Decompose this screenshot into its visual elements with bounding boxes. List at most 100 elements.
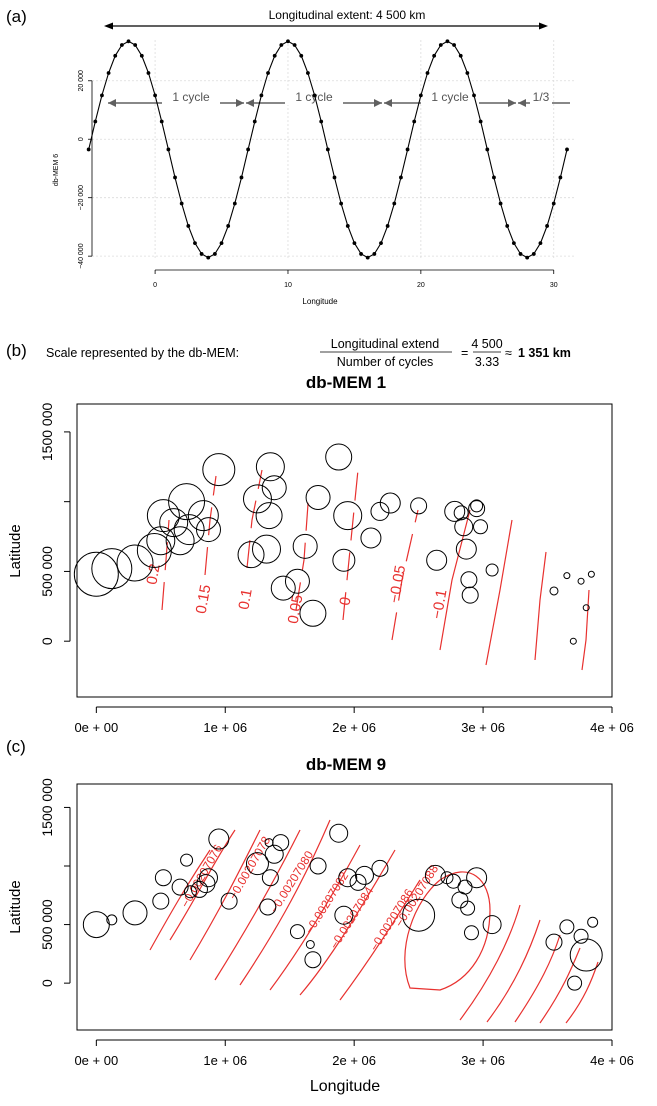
formula-denominator: Number of cycles <box>337 355 434 369</box>
series-point <box>259 93 264 98</box>
c-point <box>304 951 322 969</box>
series-point <box>478 119 483 124</box>
c-contour-label: −0.00207080 <box>267 848 316 915</box>
c-point <box>208 828 230 850</box>
series-point <box>113 53 118 58</box>
series-point <box>325 147 330 152</box>
series-point <box>352 241 357 246</box>
c-ytick-label: 0 <box>39 979 55 987</box>
formula-num-value: 4 500 <box>471 337 502 351</box>
series-point <box>505 224 510 228</box>
c-point <box>371 859 389 877</box>
c-xtick-label: 1e + 06 <box>203 1053 247 1068</box>
formula-numerator: Longitudinal extend <box>331 337 439 351</box>
c-point <box>272 834 290 852</box>
a-xtick-label: 10 <box>284 282 292 289</box>
a-axes: 20 000 0 −20 000 −40 000 0 10 20 30 <box>78 70 558 289</box>
b-xtick-label: 1e + 06 <box>203 720 247 735</box>
c-point <box>154 869 172 887</box>
b-point <box>173 514 205 546</box>
b-contour-label: −0.1 <box>429 588 451 620</box>
b-point <box>242 484 272 514</box>
c-point <box>573 928 589 944</box>
series-point <box>565 147 569 152</box>
panel-label-a: (a) <box>6 7 27 26</box>
b-contour-label: 0.15 <box>193 583 215 615</box>
b-contour-line <box>204 475 217 576</box>
series-point <box>332 175 337 180</box>
b-point <box>284 568 310 594</box>
a-gridlines <box>92 40 575 258</box>
c-point <box>122 900 148 926</box>
a-ylabel: db-MEM 6 <box>53 154 60 186</box>
c-point <box>559 919 575 935</box>
b-point <box>202 453 236 487</box>
series-point <box>538 241 543 246</box>
b-point <box>582 604 590 612</box>
b-point <box>255 452 285 482</box>
c-point <box>259 898 277 916</box>
b-point <box>379 492 401 514</box>
b-axes: 0e + 00 1e + 06 2e + 06 3e + 06 4e + 06 0 500 … <box>39 403 634 735</box>
cycle-arrow-head <box>374 99 382 107</box>
b-contour-line <box>581 589 590 671</box>
b-contour-labels: 0.2 0.15 0.1 0.05 0 −0.05 −0.1 <box>143 562 450 625</box>
c-ytick-label: 500 000 <box>39 899 55 950</box>
b-point <box>187 500 219 532</box>
c-point <box>106 914 118 926</box>
c-point <box>424 864 446 886</box>
c-point <box>587 916 599 928</box>
series-point <box>266 71 270 75</box>
series-point <box>286 39 290 44</box>
extent-arrow-right-head <box>539 22 548 30</box>
b-xtick-label: 2e + 06 <box>332 720 376 735</box>
cycle-arrow-head <box>108 99 116 107</box>
b-contour-label: 0 <box>336 596 354 607</box>
b-xtick-label: 4e + 06 <box>590 720 634 735</box>
b-point <box>455 538 477 560</box>
c-point <box>402 898 436 932</box>
b-ytick-label: 1500 000 <box>39 403 55 462</box>
cycle-label: 1 cycle <box>172 90 210 104</box>
series-point <box>525 255 530 260</box>
series-point <box>312 93 317 98</box>
c-xtick-label: 4e + 06 <box>590 1053 634 1068</box>
b-ytick-label: 500 000 <box>39 546 55 597</box>
c-point <box>457 879 473 895</box>
b-point <box>410 497 428 515</box>
series-point <box>86 147 91 152</box>
extent-header: Longitudinal extent: 4 500 km <box>269 8 426 22</box>
formula-approx: ≈ <box>505 346 512 360</box>
series-point <box>438 43 443 47</box>
c-plot-frame <box>76 783 613 1031</box>
b-point <box>91 548 133 590</box>
b-title: db-MEM 1 <box>306 373 386 392</box>
b-point <box>468 500 486 518</box>
series-point <box>100 93 104 98</box>
c-point <box>264 844 284 864</box>
b-plot-frame <box>76 403 613 698</box>
b-point <box>299 599 327 627</box>
c-contour-line <box>565 961 599 1024</box>
cycle-arrow-head <box>518 99 526 107</box>
series-point <box>219 241 224 246</box>
series-point <box>458 53 463 58</box>
b-xtick-label: 0e + 00 <box>74 720 118 735</box>
series-point <box>379 241 383 246</box>
series-point <box>531 252 536 256</box>
formula-equals: = <box>461 346 468 360</box>
series-point <box>345 224 350 228</box>
series-point <box>212 252 217 256</box>
c-point <box>466 867 488 889</box>
b-point <box>569 637 577 645</box>
b-point <box>453 505 469 521</box>
series-point <box>292 43 297 47</box>
c-point <box>309 857 327 875</box>
b-points <box>73 443 595 645</box>
series-point <box>452 43 456 47</box>
c-points <box>82 823 603 991</box>
series-point <box>179 201 184 206</box>
b-point <box>261 475 287 501</box>
cycle-label-bg <box>530 91 552 105</box>
